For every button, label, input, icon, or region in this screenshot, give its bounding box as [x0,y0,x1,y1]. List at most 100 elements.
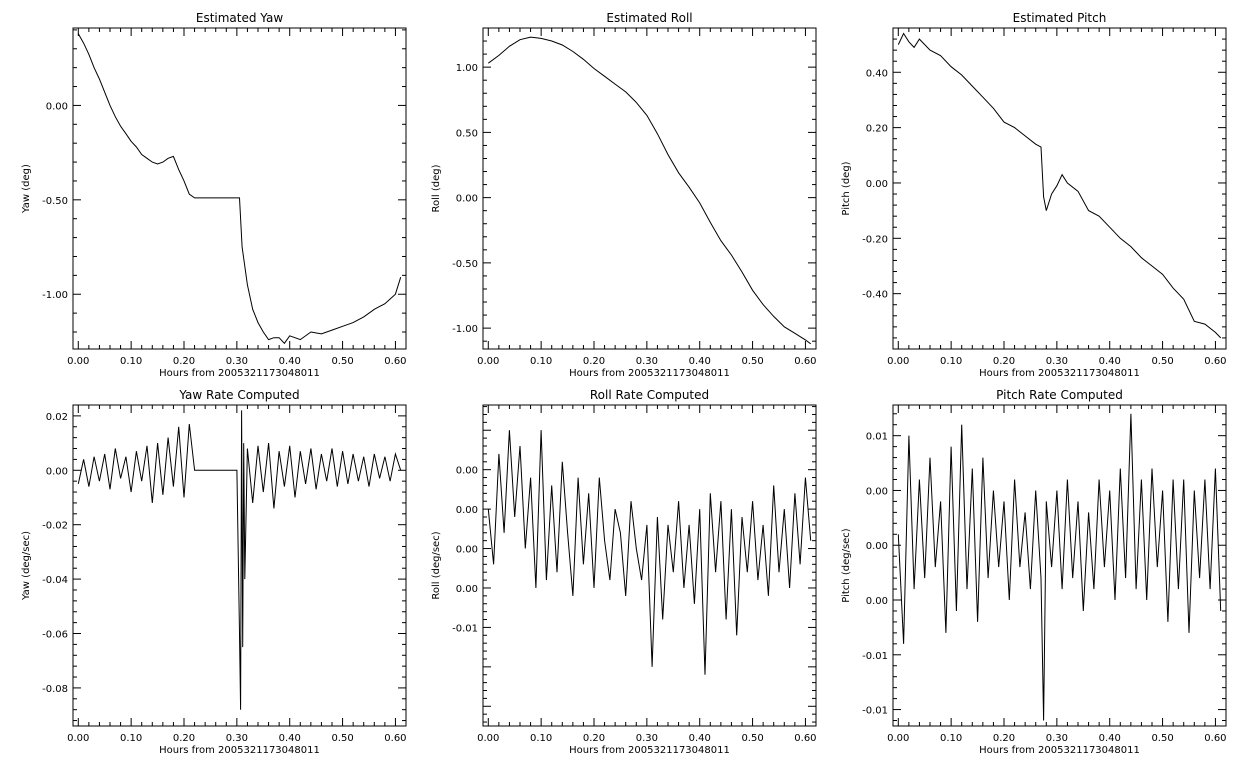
y-tick-label: -0.06 [42,630,68,641]
x-tick-label: 0.20 [173,733,195,744]
y-tick-label: 0.00 [456,505,478,516]
x-tick-label: 0.10 [120,356,142,367]
x-tick-label: 0.30 [636,733,658,744]
y-axis-label: Pitch (deg) [841,161,852,215]
y-tick-label: 0.00 [866,179,888,190]
pitch-rate-panel: Pitch Rate Computed Hours from 200532117… [841,388,1227,756]
roll-panel: Estimated Roll Hours from 20053211730480… [431,11,817,379]
x-tick-label: 0.60 [794,356,816,367]
y-axis-label: Pitch (deg/sec) [841,528,852,603]
x-tick-label: 0.10 [530,733,552,744]
panel-title: Estimated Yaw [196,11,283,25]
x-tick-label: 0.40 [1099,356,1121,367]
x-axis-label: Hours from 2005321173048011 [979,368,1140,379]
series-line [77,33,402,345]
y-tick-label: 0.00 [456,194,478,205]
x-tick-label: 0.00 [887,356,909,367]
x-tick-label: 0.30 [1046,733,1068,744]
x-tick-label: 0.60 [794,733,816,744]
x-tick-label: 0.50 [1151,733,1173,744]
y-tick-label: -0.01 [862,651,888,662]
x-tick-label: 0.60 [384,356,406,367]
x-axis-label: Hours from 2005321173048011 [159,745,320,756]
x-tick-label: 0.50 [1151,356,1173,367]
x-tick-label: 0.30 [226,733,248,744]
panel-title: Pitch Rate Computed [996,388,1123,402]
y-tick-label: -0.02 [42,521,68,532]
x-tick-label: 0.40 [279,356,301,367]
x-tick-label: 0.10 [940,356,962,367]
plot-frame [892,27,1227,350]
plot-frame [892,404,1227,727]
y-tick-label: 0.00 [866,541,888,552]
y-tick-label: 0.00 [46,466,68,477]
yaw-panel: Estimated Yaw Hours from 200532117304801… [21,11,407,379]
x-tick-label: 0.40 [689,356,711,367]
x-tick-label: 0.20 [993,733,1015,744]
yaw-rate-panel: Yaw Rate Computed Hours from 20053211730… [21,388,407,756]
x-tick-label: 0.30 [226,356,248,367]
y-tick-label: 0.02 [46,412,68,423]
x-tick-label: 0.00 [67,356,89,367]
y-tick-label: -1.00 [42,290,68,301]
x-tick-label: 0.40 [689,733,711,744]
x-axis-label: Hours from 2005321173048011 [569,745,730,756]
y-tick-label: -0.01 [862,706,888,717]
y-tick-label: 0.00 [866,596,888,607]
y-tick-label: 0.40 [866,68,888,79]
plot-frame [72,27,407,350]
x-tick-label: 0.60 [1204,356,1226,367]
panel-title: Estimated Pitch [1013,11,1107,25]
panel-title: Yaw Rate Computed [178,388,299,402]
plot-frame [482,404,817,727]
x-tick-label: 0.00 [67,733,89,744]
y-tick-label: 0.00 [456,584,478,595]
y-tick-label: -0.50 [452,259,478,270]
series-line [487,430,812,675]
x-tick-label: 0.00 [887,733,909,744]
x-tick-label: 0.30 [636,356,658,367]
y-tick-label: -0.08 [42,684,68,695]
x-tick-label: 0.40 [1099,733,1121,744]
panel-title: Estimated Roll [606,11,692,25]
x-tick-label: 0.00 [477,356,499,367]
x-tick-label: 0.20 [583,356,605,367]
series-line [897,32,1222,339]
x-tick-label: 0.10 [530,356,552,367]
y-tick-label: -0.50 [42,196,68,207]
x-tick-label: 0.20 [993,356,1015,367]
x-tick-label: 0.10 [940,733,962,744]
x-tick-label: 0.60 [384,733,406,744]
x-tick-label: 0.50 [331,733,353,744]
y-axis-label: Roll (deg) [431,164,442,212]
y-tick-label: 0.50 [456,128,478,139]
x-tick-label: 0.10 [120,733,142,744]
y-tick-label: 0.01 [866,432,888,443]
x-tick-label: 0.20 [583,733,605,744]
y-tick-label: -0.40 [862,290,888,301]
roll-rate-panel: Roll Rate Computed Hours from 2005321173… [431,388,817,756]
x-tick-label: 0.50 [331,356,353,367]
y-tick-label: -0.04 [42,575,68,586]
x-tick-label: 0.00 [477,733,499,744]
y-tick-label: -0.01 [452,623,478,634]
x-axis-label: Hours from 2005321173048011 [159,368,320,379]
x-tick-label: 0.60 [1204,733,1226,744]
pitch-panel: Estimated Pitch Hours from 2005321173048… [841,11,1227,379]
y-tick-label: 0.00 [456,466,478,477]
series-line [488,36,811,345]
y-tick-label: 0.00 [456,545,478,556]
y-tick-label: 0.00 [866,486,888,497]
y-axis-label: Yaw (deg/sec) [21,531,32,601]
x-tick-label: 0.20 [173,356,195,367]
y-axis-label: Roll (deg/sec) [431,531,442,599]
series-line [77,410,402,710]
x-axis-label: Hours from 2005321173048011 [569,368,730,379]
plot-frame [72,404,407,727]
y-tick-label: -0.20 [862,234,888,245]
x-tick-label: 0.50 [741,356,763,367]
y-tick-label: 0.00 [46,101,68,112]
y-tick-label: 1.00 [456,63,478,74]
x-tick-label: 0.40 [279,733,301,744]
